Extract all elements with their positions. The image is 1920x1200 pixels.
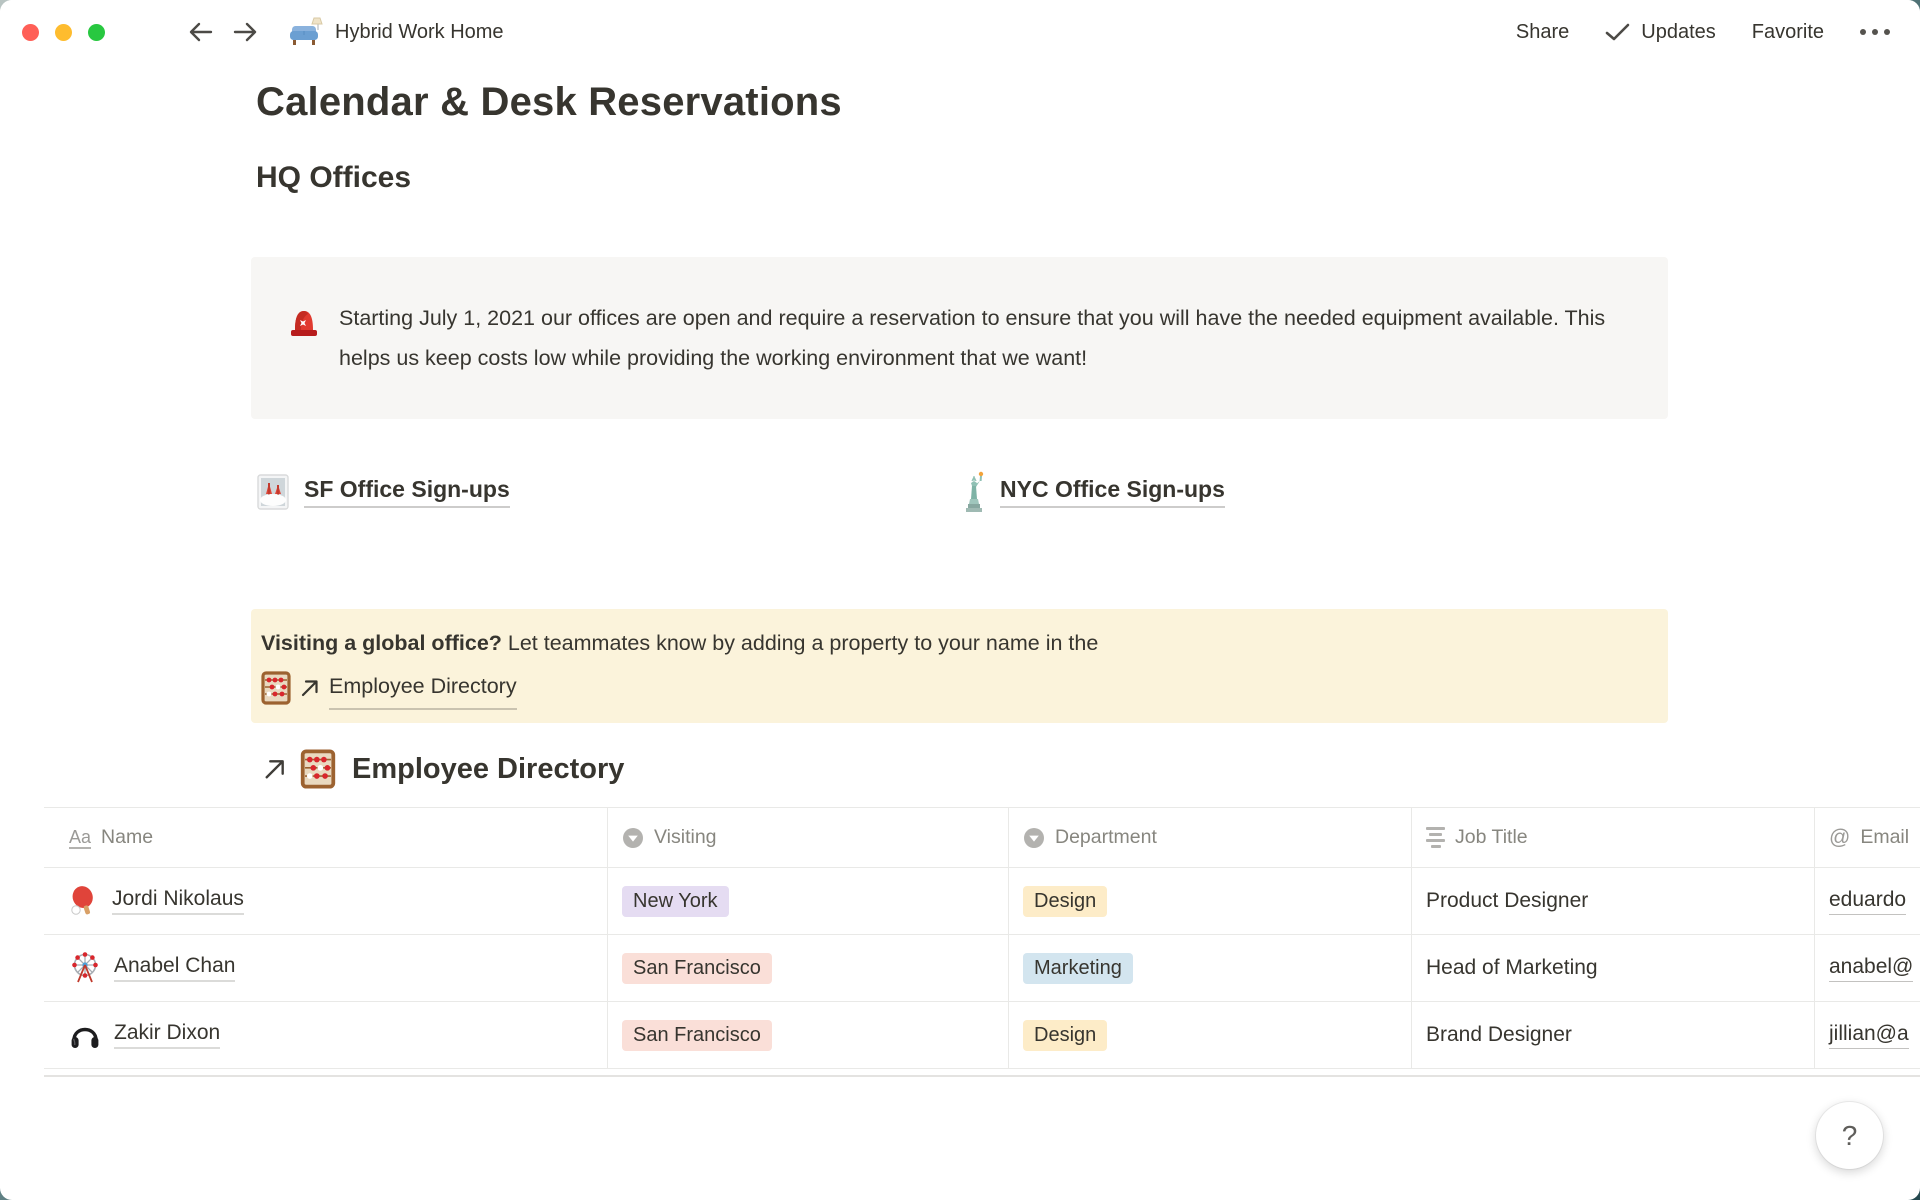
department-tag: Design [1023,885,1108,917]
select-property-icon [622,827,644,849]
employee-directory-heading[interactable]: Employee Directory [262,749,1920,789]
rotating-light-icon [285,304,323,342]
column-label: Email [1860,826,1910,848]
forward-icon[interactable] [231,20,259,44]
statue-of-liberty-icon [962,471,986,513]
employee-directory-table: Aa Name Visiting Department [44,807,1920,1069]
department-cell[interactable]: Marketing [1009,935,1412,1001]
updates-label: Updates [1641,20,1716,43]
ne-arrow-icon [299,677,321,699]
table-body: Jordi Nikolaus New York Design Product D… [44,868,1920,1069]
nyc-office-signups-link[interactable]: NYC Office Sign-ups [962,471,1225,513]
employee-directory-heading-label: Employee Directory [352,752,625,785]
callout-regular: Let teammates know by adding a property … [501,631,1099,655]
updates-button[interactable]: Updates [1605,21,1716,44]
column-label: Department [1055,826,1157,848]
column-header-name[interactable]: Aa Name [44,808,608,867]
table-row: Jordi Nikolaus New York Design Product D… [44,868,1920,935]
visiting-tag: San Francisco [622,1019,772,1051]
visiting-cell[interactable]: New York [608,868,1009,934]
name-cell[interactable]: Zakir Dixon [44,1002,608,1068]
column-header-job-title[interactable]: Job Title [1412,808,1815,867]
global-office-callout: Visiting a global office? Let teammates … [251,609,1668,723]
ne-arrow-icon [262,756,288,782]
help-button[interactable]: ? [1816,1102,1883,1169]
column-label: Job Title [1455,826,1528,848]
visiting-cell[interactable]: San Francisco [608,1002,1009,1068]
department-cell[interactable]: Design [1009,1002,1412,1068]
visiting-cell[interactable]: San Francisco [608,935,1009,1001]
table-row: Anabel Chan San Francisco Marketing Head… [44,935,1920,1002]
favorite-button[interactable]: Favorite [1751,20,1824,43]
sf-office-signups-link[interactable]: SF Office Sign-ups [256,474,510,510]
text-property-icon [1426,827,1445,848]
office-reservation-callout: Starting July 1, 2021 our offices are op… [251,257,1668,419]
person-page-link[interactable]: Anabel Chan [114,954,236,982]
callout-bold: Visiting a global office? [261,631,502,655]
page-title: Calendar & Desk Reservations [256,80,842,124]
callout-line1: Visiting a global office? Let teammates … [261,623,1650,663]
nyc-office-signups-label: NYC Office Sign-ups [1000,476,1225,508]
zoom-window-button[interactable] [88,23,105,41]
select-property-icon [1023,827,1045,849]
page-content: Calendar & Desk Reservations HQ Offices … [0,64,1920,1200]
email-cell[interactable]: jillian@a [1815,1002,1920,1068]
column-label: Name [101,826,154,848]
email-link[interactable]: anabel@ [1829,955,1914,982]
sf-office-signups-label: SF Office Sign-ups [304,476,510,508]
share-button[interactable]: Share [1515,20,1570,43]
sidebar-menu-icon[interactable] [131,22,163,43]
title-property-icon: Aa [69,826,92,849]
email-link[interactable]: jillian@a [1829,1022,1909,1049]
job-title-text: Brand Designer [1426,1023,1572,1046]
job-title-cell[interactable]: Head of Marketing [1412,935,1815,1001]
office-links-row: SF Office Sign-ups [256,471,1668,513]
column-header-email[interactable]: @ Email [1815,808,1920,867]
ping-pong-icon [69,885,99,917]
email-link[interactable]: eduardo [1829,888,1907,915]
section-heading-hq-offices: HQ Offices [256,161,412,194]
traffic-lights [22,23,105,41]
table-row: Zakir Dixon San Francisco Design Brand D… [44,1002,1920,1069]
callout-text: Starting July 1, 2021 our offices are op… [339,306,1606,370]
fog-bridge-icon [256,474,290,510]
job-title-text: Head of Marketing [1426,956,1598,979]
person-page-link[interactable]: Zakir Dixon [114,1021,221,1049]
window-titlebar: Hybrid Work Home Share Updates Favorite [0,0,1920,64]
more-options-icon[interactable] [1860,29,1890,35]
job-title-text: Product Designer [1426,889,1589,912]
couch-lamp-icon [289,16,325,48]
department-tag: Design [1023,1019,1108,1051]
ferris-wheel-icon [69,952,101,984]
headphones-icon [69,1020,101,1050]
back-icon[interactable] [187,20,215,44]
email-cell[interactable]: anabel@ [1815,935,1920,1001]
close-window-button[interactable] [22,23,39,41]
department-cell[interactable]: Design [1009,868,1412,934]
department-tag: Marketing [1023,952,1133,984]
name-cell[interactable]: Jordi Nikolaus [44,868,608,934]
person-page-link[interactable]: Jordi Nikolaus [112,887,244,915]
job-title-cell[interactable]: Product Designer [1412,868,1815,934]
job-title-cell[interactable]: Brand Designer [1412,1002,1815,1068]
abacus-icon [261,671,291,705]
name-cell[interactable]: Anabel Chan [44,935,608,1001]
visiting-tag: San Francisco [622,952,772,984]
column-header-visiting[interactable]: Visiting [608,808,1009,867]
visiting-tag: New York [622,885,729,917]
minimize-window-button[interactable] [55,23,72,41]
email-cell[interactable]: eduardo [1815,868,1920,934]
table-header-row: Aa Name Visiting Department [44,808,1920,868]
employee-directory-link[interactable]: Employee Directory [329,666,517,710]
email-property-icon: @ [1829,825,1851,849]
table-bottom-divider [44,1075,1920,1077]
window-title: Hybrid Work Home [335,20,504,43]
check-icon [1605,23,1630,41]
column-header-department[interactable]: Department [1009,808,1412,867]
column-label: Visiting [654,826,717,848]
abacus-icon [300,749,336,789]
